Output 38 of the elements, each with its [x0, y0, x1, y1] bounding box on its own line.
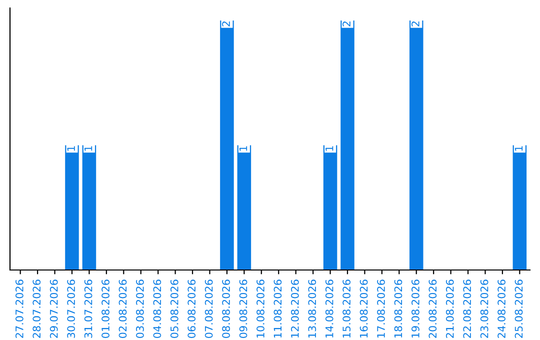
- x-tick-label: 01.08.2026: [102, 280, 110, 338]
- data-label: 1: [84, 146, 92, 151]
- x-tick-label: 24.08.2026: [498, 280, 506, 338]
- x-tick-label: 16.08.2026: [360, 280, 368, 338]
- x-tick-label: 05.08.2026: [170, 280, 178, 338]
- x-tick-label: 21.08.2026: [446, 280, 454, 338]
- data-label: 1: [67, 146, 75, 151]
- x-tick-label: 23.08.2026: [480, 280, 488, 338]
- x-tick-label: 04.08.2026: [153, 280, 162, 338]
- data-label: 1: [239, 146, 248, 151]
- x-tick-label: 09.08.2026: [239, 280, 248, 338]
- x-tick-label: 10.08.2026: [256, 280, 264, 338]
- x-tick-label: 07.08.2026: [204, 280, 213, 338]
- x-tick-label: 31.07.2026: [84, 280, 92, 338]
- data-label: 1: [326, 146, 334, 151]
- x-tick-label: 30.07.2026: [67, 280, 76, 338]
- x-tick-label: 27.07.2026: [15, 280, 24, 338]
- x-tick-label: 18.08.2026: [394, 280, 402, 338]
- x-tick-label: 08.08.2026: [222, 280, 230, 338]
- x-tick-label: 20.08.2026: [428, 280, 437, 338]
- x-tick-label: 28.07.2026: [32, 280, 41, 338]
- x-tick-label: 17.08.2026: [377, 280, 385, 338]
- x-tick-label: 11.08.2026: [274, 280, 282, 338]
- x-tick-label: 19.08.2026: [412, 280, 420, 338]
- data-label: 2: [222, 22, 230, 26]
- x-tick-label: 15.08.2026: [342, 280, 351, 338]
- x-tick-label: 12.08.2026: [290, 280, 299, 338]
- x-tick-label: 02.08.2026: [118, 280, 127, 338]
- data-label: 2: [342, 22, 350, 26]
- x-tick-label: 06.08.2026: [188, 280, 196, 338]
- x-tick-label: 14.08.2026: [325, 280, 334, 338]
- x-tick-label: 29.07.2026: [50, 280, 58, 338]
- data-label: 2: [412, 22, 420, 26]
- x-tick-label: 25.08.2026: [514, 280, 523, 338]
- x-tick-label: 22.08.2026: [463, 280, 472, 338]
- x-tick-label: 03.08.2026: [136, 280, 144, 338]
- x-tick-label: 13.08.2026: [308, 280, 316, 338]
- data-label: 1: [514, 146, 523, 151]
